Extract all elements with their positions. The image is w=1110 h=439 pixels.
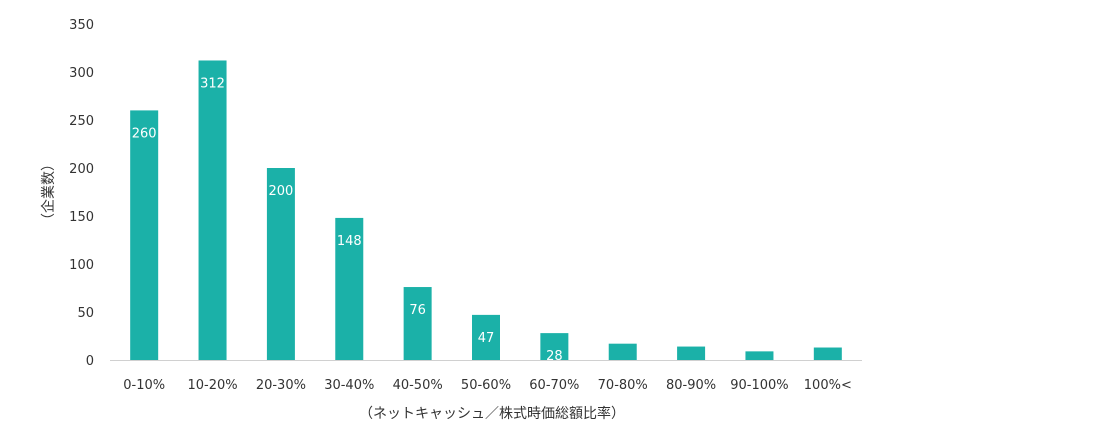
bars — [130, 60, 842, 361]
x-tick-label: 0-10% — [123, 378, 165, 393]
bar — [266, 168, 295, 360]
bar-value-label: 28 — [546, 349, 563, 364]
bar — [608, 343, 637, 360]
y-tick-label: 350 — [69, 18, 94, 33]
bar — [540, 333, 569, 360]
bar — [813, 347, 842, 360]
y-tick-label: 200 — [69, 162, 94, 177]
x-tick-label: 80-90% — [666, 378, 716, 393]
x-tick-label: 20-30% — [256, 378, 306, 393]
bar — [198, 60, 227, 360]
x-tick-label: 10-20% — [187, 378, 237, 393]
x-tick-label: 30-40% — [324, 378, 374, 393]
x-tick-label: 40-50% — [393, 378, 443, 393]
bar — [403, 287, 432, 360]
x-tick-label: 100%< — [804, 378, 852, 393]
y-tick-label: 250 — [69, 114, 94, 129]
bar-value-label: 260 — [132, 126, 157, 141]
y-tick-label: 150 — [69, 210, 94, 225]
y-axis-title: （企業数） — [40, 157, 57, 227]
bar — [745, 351, 774, 360]
x-axis-title: （ネットキャッシュ／株式時価総額比率） — [359, 405, 625, 422]
bar-value-label: 312 — [200, 76, 225, 91]
bar — [677, 346, 706, 360]
x-tick-label: 50-60% — [461, 378, 511, 393]
y-axis-ticks: 0 50 100 150 200 250 300 350 — [69, 18, 94, 369]
y-tick-label: 100 — [69, 258, 94, 273]
y-tick-label: 50 — [77, 306, 94, 321]
x-tick-label: 60-70% — [529, 378, 579, 393]
x-axis-ticks: 0-10% 10-20% 20-30% 30-40% 40-50% 50-60% 60-70… — [123, 378, 852, 393]
data-labels: 260 312 200 148 76 47 28 — [132, 76, 563, 364]
y-tick-label: 0 — [86, 354, 94, 369]
bar-value-label: 148 — [337, 234, 362, 249]
bar — [130, 110, 159, 361]
y-tick-label: 300 — [69, 66, 94, 81]
bar-value-label: 200 — [268, 184, 293, 199]
bar — [472, 314, 500, 360]
bar-value-label: 47 — [478, 331, 495, 346]
x-tick-label: 90-100% — [730, 378, 788, 393]
bar-value-label: 76 — [409, 303, 426, 318]
x-tick-label: 70-80% — [598, 378, 648, 393]
bar — [335, 217, 364, 360]
